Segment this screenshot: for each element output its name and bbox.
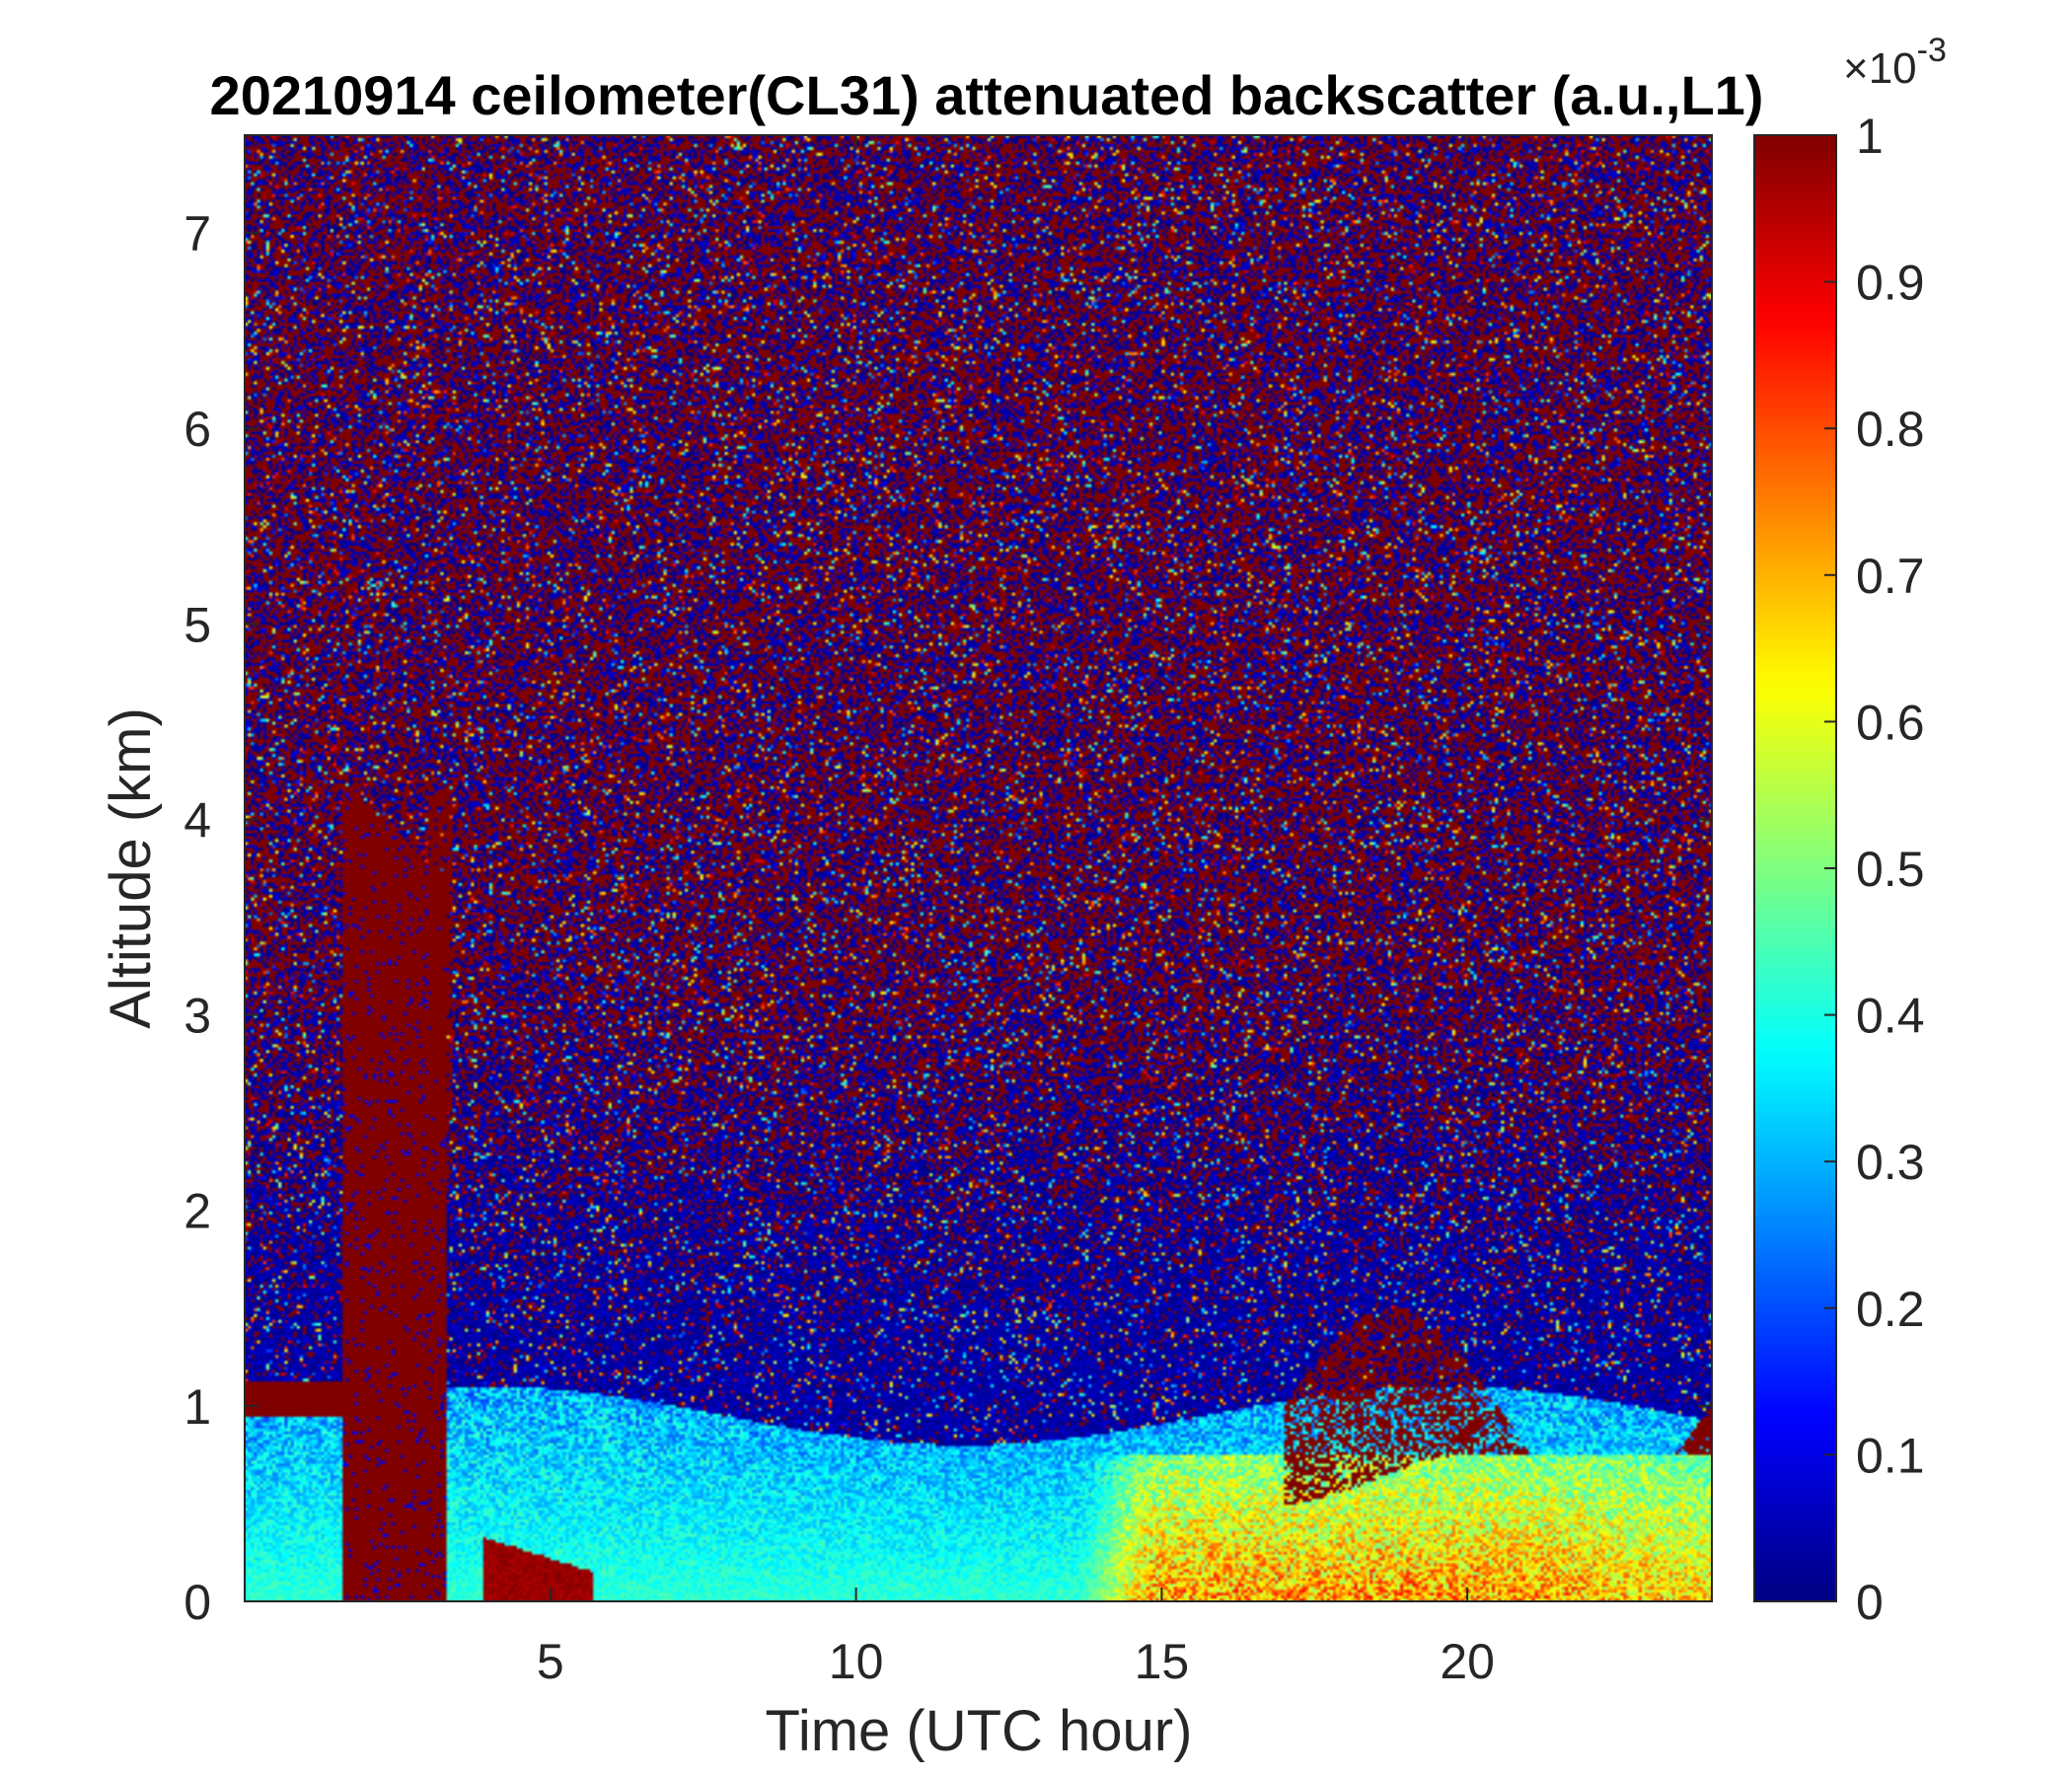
y-tick-label: 6	[184, 402, 211, 457]
x-axis-label: Time (UTC hour)	[766, 1699, 1193, 1763]
colorbar-tick-label: 1	[1856, 109, 1884, 164]
colorbar-exponent-power: -3	[1917, 32, 1947, 69]
y-tick-label: 7	[184, 206, 211, 261]
colorbar-exponent-base: ×10	[1843, 44, 1917, 93]
colorbar-tick-label: 0.2	[1856, 1282, 1925, 1337]
y-axis-label: Altitude (km)	[99, 707, 163, 1029]
colorbar-tick-label: 0.8	[1856, 402, 1925, 457]
colorbar-tick-label: 0.9	[1856, 256, 1925, 311]
colorbar-tick-label: 0.7	[1856, 549, 1925, 604]
y-tick-label: 0	[184, 1575, 211, 1630]
y-tick-label: 3	[184, 989, 211, 1044]
colorbar-tick-label: 0.4	[1856, 989, 1925, 1044]
colorbar-ticks: 0 0.1 0.2 0.3 0.4 0.5 0.6 0.7 0.8 0.9 1	[1824, 109, 1925, 1630]
x-tick-label: 5	[537, 1634, 564, 1689]
heatmap-image	[245, 135, 1712, 1601]
x-tick-label: 20	[1440, 1634, 1495, 1689]
y-axis-ticks: 0 1 2 3 4 5 6 7	[184, 206, 1712, 1630]
colorbar-tick-label: 0.3	[1856, 1135, 1925, 1190]
y-tick-label: 1	[184, 1379, 211, 1435]
y-tick-label: 5	[184, 597, 211, 652]
chart-title: 20210914 ceilometer(CL31) attenuated bac…	[210, 64, 1764, 126]
plot-frame	[244, 134, 1713, 1602]
colorbar-tick-label: 0.1	[1856, 1428, 1925, 1483]
heatmap-axes: 5 10 15 20 0 1 2 3 4 5 6 7	[184, 134, 1713, 1689]
y-tick-label: 2	[184, 1184, 211, 1239]
colorbar-tick-label: 0.6	[1856, 695, 1925, 750]
colorbar: 0 0.1 0.2 0.3 0.4 0.5 0.6 0.7 0.8 0.9 1 ×10-3	[1753, 32, 1947, 1630]
colorbar-gradient	[1754, 135, 1836, 1601]
colorbar-exponent: ×10-3	[1843, 32, 1947, 93]
x-axis-ticks: 5 10 15 20	[537, 135, 1495, 1689]
x-tick-label: 15	[1135, 1634, 1190, 1689]
colorbar-tick-label: 0.5	[1856, 842, 1925, 897]
x-tick-label: 10	[829, 1634, 884, 1689]
colorbar-tick-label: 0	[1856, 1575, 1884, 1630]
y-tick-label: 4	[184, 792, 211, 848]
